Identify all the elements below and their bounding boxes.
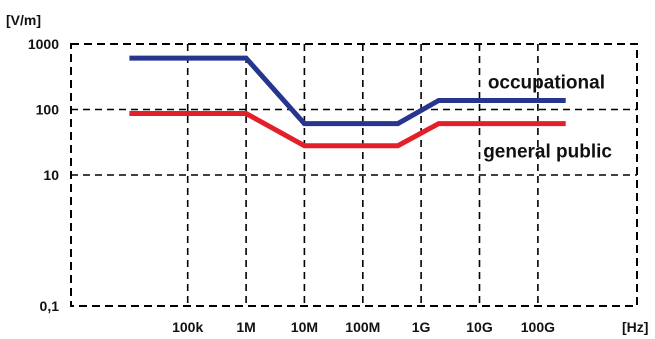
plot-frame: [70, 43, 638, 307]
y-tick-label: 1000: [28, 36, 59, 52]
x-tick-label: 100G: [521, 319, 555, 335]
x-tick-label: 10G: [466, 319, 493, 335]
series-labels: occupational general public: [483, 73, 612, 163]
x-tick-label: 100M: [345, 319, 380, 335]
series-line-occupational: [129, 55, 566, 127]
x-tick-label: 100k: [172, 319, 203, 335]
y-axis-label: [V/m]: [6, 12, 41, 28]
series-lines: [129, 55, 566, 149]
grid: [71, 44, 637, 306]
x-tick-label: 1M: [236, 319, 255, 335]
x-tick-label: 10M: [291, 319, 318, 335]
y-tick-label: 0,1: [40, 298, 60, 314]
y-tick-label: 10: [43, 167, 59, 183]
x-axis-label: [Hz]: [622, 319, 648, 335]
y-tick-label: 100: [36, 102, 60, 118]
series-label: general public: [483, 142, 612, 163]
series-label: occupational: [488, 73, 605, 94]
tick-labels: 100k 1M 10M 100M 1G 10G 100G 1000 100 10 0,1: [28, 36, 555, 335]
x-tick-label: 1G: [412, 319, 431, 335]
series-line-general-public: [129, 111, 566, 149]
